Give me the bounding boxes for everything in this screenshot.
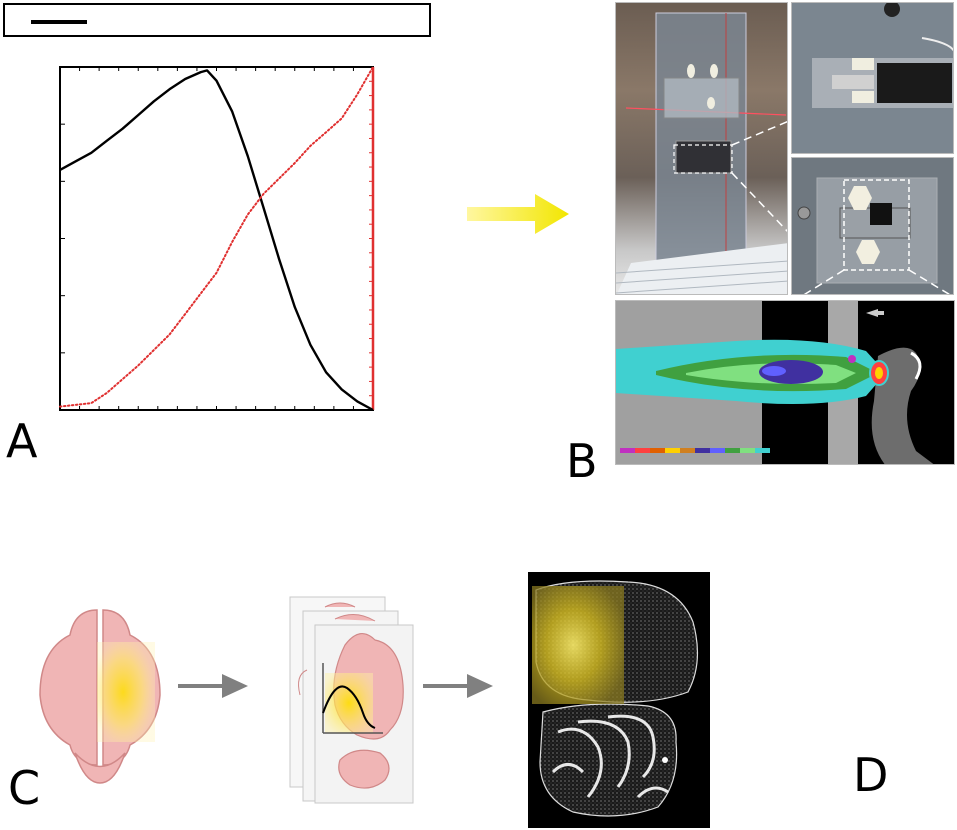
jig-zoom-bottom-photo — [791, 157, 954, 295]
panel-label-a: A — [6, 414, 38, 468]
jig-zoom-top-drawing — [812, 3, 953, 108]
gray-arrow-icon-1 — [178, 674, 248, 698]
dose-profile-chart — [59, 66, 375, 412]
legend-box — [3, 3, 431, 37]
sagittal-slices-stack — [289, 596, 414, 804]
histology-section-drawing — [532, 580, 699, 817]
jig-photo-drawing — [616, 12, 787, 294]
series-line-2 — [59, 66, 374, 408]
dose-scale-swatch — [725, 448, 740, 453]
dose-scale-swatch — [755, 448, 770, 453]
legend-line-sample — [31, 20, 87, 24]
dose-scale-swatch — [680, 448, 695, 453]
axis-ticks — [60, 67, 373, 410]
dose-scale-swatch — [620, 448, 635, 453]
dose-scale-swatch — [695, 448, 710, 453]
gray-arrow-icon-2 — [423, 674, 493, 698]
dose-scale-swatch — [635, 448, 650, 453]
panel-label-c: C — [8, 761, 41, 815]
dose-distribution-drawing — [616, 301, 934, 464]
dose-scale-swatch — [740, 448, 755, 453]
dose-color-scale — [620, 448, 770, 462]
dose-scale-swatch — [650, 448, 665, 453]
series-layer — [59, 66, 374, 412]
irradiation-jig-photo — [615, 2, 788, 295]
series-line-1 — [59, 69, 374, 412]
panel-label-b: B — [566, 434, 598, 488]
brain-top-view-icon — [39, 609, 161, 784]
histology-section-image — [528, 572, 710, 828]
jig-zoom-bottom-drawing — [797, 177, 951, 294]
yellow-arrow-icon — [467, 194, 569, 234]
panel-label-d: D — [853, 748, 889, 802]
jig-zoom-top-photo — [791, 2, 954, 154]
plot-frame — [59, 66, 374, 411]
dose-scale-swatch — [665, 448, 680, 453]
dose-distribution-image — [615, 300, 955, 465]
dose-scale-swatch — [710, 448, 725, 453]
